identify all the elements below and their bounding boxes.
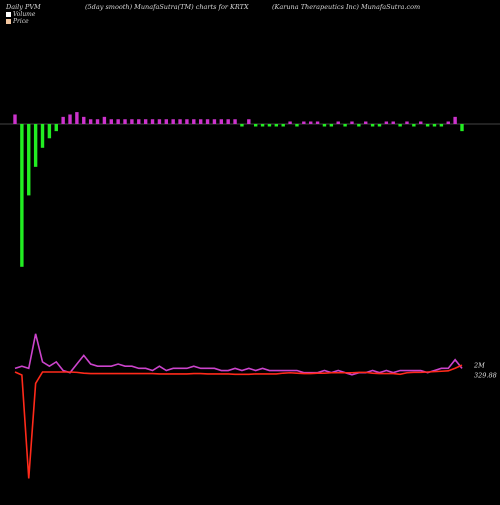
volume-bar bbox=[233, 119, 237, 124]
volume-bar bbox=[20, 124, 24, 267]
volume-bar bbox=[150, 119, 155, 124]
legend-volume-swatch bbox=[6, 11, 11, 17]
volume-bar bbox=[247, 119, 251, 124]
volume-bar bbox=[33, 124, 38, 167]
price-line-group bbox=[14, 364, 463, 479]
volume-bar bbox=[157, 119, 162, 124]
volume-bar bbox=[116, 119, 120, 124]
volume-bar bbox=[288, 121, 292, 124]
volume-bar bbox=[281, 124, 285, 127]
volume-bar bbox=[192, 119, 196, 124]
volume-bar bbox=[425, 124, 430, 127]
volume-bar bbox=[453, 116, 457, 124]
volume-bar bbox=[82, 116, 86, 124]
volume-bar bbox=[68, 114, 72, 124]
legend-volume: Volume bbox=[6, 11, 35, 18]
volume-bar bbox=[143, 119, 148, 124]
volume-bar bbox=[377, 124, 382, 127]
volume-bar bbox=[123, 119, 127, 124]
volume-bars bbox=[13, 112, 464, 267]
volume-bar bbox=[130, 119, 134, 124]
volume-bar bbox=[164, 119, 168, 124]
volume-bar bbox=[178, 119, 182, 124]
price-line bbox=[14, 364, 463, 479]
volume-bar bbox=[370, 124, 375, 127]
volume-bar bbox=[439, 124, 444, 127]
volume-bar bbox=[137, 119, 141, 124]
volume-bar bbox=[398, 124, 402, 127]
header-left: Daily PVM bbox=[6, 3, 41, 11]
volume-bar bbox=[260, 124, 265, 127]
volume-bar bbox=[322, 124, 327, 127]
volume-bar bbox=[54, 124, 58, 132]
volume-bar bbox=[267, 124, 272, 127]
volume-bar bbox=[171, 119, 175, 124]
volume-bar bbox=[302, 121, 306, 124]
price-last-value-label: 329.88 bbox=[474, 371, 497, 379]
volume-bar bbox=[295, 124, 299, 127]
header-right: (Karuna Therapeutics Inc) MunafaSutra.co… bbox=[272, 3, 421, 11]
volume-bar bbox=[419, 121, 423, 124]
volume-line bbox=[14, 333, 463, 376]
legend-price-label: Price bbox=[13, 18, 29, 25]
volume-bar bbox=[384, 121, 389, 124]
volume-bar bbox=[336, 121, 340, 124]
volume-bar bbox=[102, 116, 107, 124]
volume-bar bbox=[75, 112, 79, 124]
volume-bar bbox=[27, 124, 31, 196]
volume-bar bbox=[212, 119, 217, 124]
volume-bar bbox=[460, 124, 464, 132]
volume-bar bbox=[88, 119, 93, 124]
volume-bar bbox=[219, 119, 224, 124]
volume-bar bbox=[253, 124, 258, 127]
volume-bar bbox=[391, 121, 395, 124]
legend-volume-label: Volume bbox=[13, 11, 36, 18]
volume-bar bbox=[329, 124, 334, 127]
volume-bar bbox=[309, 121, 313, 124]
volume-bar bbox=[432, 124, 437, 127]
header-center: (5day smooth) MunafaSutra(TM) charts for… bbox=[85, 3, 249, 11]
volume-bar bbox=[13, 114, 17, 124]
volume-bar bbox=[350, 121, 354, 124]
volume-bar bbox=[343, 124, 347, 127]
volume-bar bbox=[40, 124, 45, 148]
last-value-labels: 2M 329.88 bbox=[473, 361, 497, 379]
volume-bar bbox=[315, 121, 320, 124]
volume-bar bbox=[357, 124, 361, 127]
volume-bar bbox=[185, 119, 189, 124]
volume-line-group bbox=[14, 333, 463, 376]
legend-price-swatch bbox=[6, 18, 11, 24]
legend-price: Price bbox=[6, 18, 29, 25]
volume-bar bbox=[405, 121, 409, 124]
volume-bar bbox=[95, 119, 100, 124]
volume-bar bbox=[226, 119, 230, 124]
volume-bar bbox=[446, 121, 450, 124]
volume-bar bbox=[109, 119, 113, 124]
volume-bar bbox=[364, 121, 368, 124]
volume-bar bbox=[205, 119, 210, 124]
volume-bar bbox=[240, 124, 244, 127]
volume-bar bbox=[412, 124, 416, 127]
volume-bar bbox=[47, 124, 52, 139]
volume-bar bbox=[274, 124, 279, 127]
volume-bar bbox=[61, 116, 65, 124]
volume-last-value-label: 2M bbox=[473, 361, 485, 369]
volume-bar bbox=[198, 119, 203, 124]
